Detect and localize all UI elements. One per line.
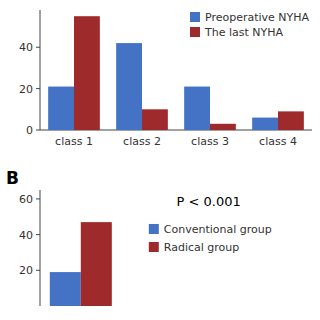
x-tick-label: class 3 bbox=[191, 135, 229, 148]
panel-label: B bbox=[6, 168, 19, 188]
figure: 0 20 40 class 1 class 2 class 3 class 4 Preoper… bbox=[0, 0, 320, 320]
legend-label: Preoperative NYHA bbox=[205, 11, 310, 24]
y-tick-label: 20 bbox=[19, 264, 33, 277]
bar bbox=[74, 16, 100, 130]
bar bbox=[142, 109, 168, 130]
y-axis bbox=[40, 190, 41, 306]
bar bbox=[210, 124, 236, 130]
bars bbox=[50, 222, 112, 306]
x-tick-label: class 2 bbox=[123, 135, 161, 148]
legend-swatch bbox=[149, 224, 159, 234]
legend-swatch bbox=[149, 242, 159, 252]
legend-swatch bbox=[190, 12, 200, 22]
y-tick bbox=[36, 130, 40, 131]
panel: 0 20 40 class 1 class 2 class 3 class 4 Preoper… bbox=[19, 10, 312, 148]
y-tick-label: 0 bbox=[26, 124, 33, 137]
legend-label: Conventional group bbox=[164, 223, 272, 236]
y-tick-label: 40 bbox=[19, 229, 33, 242]
legend: Conventional group Radical group bbox=[149, 223, 272, 254]
y-tick-label: 60 bbox=[19, 193, 33, 206]
bar bbox=[278, 111, 304, 130]
panel: 20 40 60B P < 0.001 Conventional group Radica… bbox=[6, 168, 272, 306]
y-tick-label: 40 bbox=[19, 41, 33, 54]
annotation: P < 0.001 bbox=[177, 194, 241, 209]
x-tick-label: class 1 bbox=[55, 135, 93, 148]
legend-label: Radical group bbox=[164, 241, 239, 254]
bar bbox=[81, 222, 112, 306]
bar bbox=[50, 272, 81, 306]
y-tick-label: 20 bbox=[19, 83, 33, 96]
y-tick bbox=[36, 47, 40, 48]
bar bbox=[48, 87, 74, 130]
bar bbox=[116, 43, 142, 130]
y-tick bbox=[36, 270, 40, 271]
bar bbox=[184, 87, 210, 130]
legend-label: The last NYHA bbox=[204, 26, 284, 39]
bar bbox=[252, 118, 278, 130]
x-tick-label: class 4 bbox=[259, 135, 297, 148]
y-tick bbox=[36, 234, 40, 235]
y-tick bbox=[36, 198, 40, 199]
y-axis bbox=[40, 10, 41, 130]
legend: Preoperative NYHA The last NYHA bbox=[190, 11, 310, 39]
legend-swatch bbox=[190, 27, 200, 37]
y-tick bbox=[36, 88, 40, 89]
bars bbox=[48, 16, 304, 130]
